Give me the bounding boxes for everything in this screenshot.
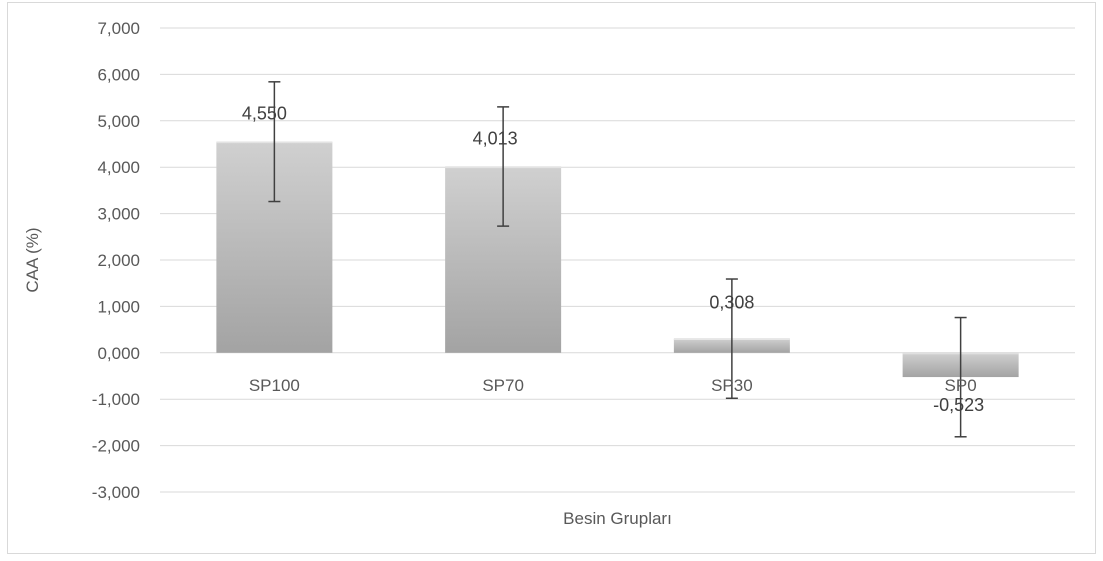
y-tick-label: -2,000 — [92, 437, 140, 456]
y-tick-label: 0,000 — [97, 344, 140, 363]
data-label: 4,013 — [473, 129, 518, 149]
x-axis-categories: SP100 SP70 SP30 SP0 — [249, 376, 977, 395]
x-category-label: SP0 — [945, 376, 977, 395]
error-bars — [268, 81, 967, 438]
y-tick-label: -1,000 — [92, 390, 140, 409]
y-tick-label: 2,000 — [97, 251, 140, 270]
y-axis-title: CAA (%) — [23, 227, 42, 292]
y-axis-ticks: 7,000 6,000 5,000 4,000 3,000 2,000 1,000 0,000… — [92, 19, 140, 502]
y-tick-label: 7,000 — [97, 19, 140, 38]
data-label: -0,523 — [933, 395, 984, 415]
y-tick-label: -3,000 — [92, 483, 140, 502]
y-tick-label: 5,000 — [97, 112, 140, 131]
y-tick-label: 3,000 — [97, 205, 140, 224]
data-labels: 4,550 4,013 0,308 -0,523 — [242, 104, 984, 415]
data-label: 4,550 — [242, 104, 287, 124]
y-tick-label: 4,000 — [97, 158, 140, 177]
y-tick-label: 1,000 — [97, 297, 140, 316]
data-label: 0,308 — [709, 293, 754, 313]
bar-series — [216, 141, 1019, 378]
x-axis-title: Besin Grupları — [563, 509, 672, 528]
x-category-label: SP30 — [711, 376, 753, 395]
x-category-label: SP70 — [482, 376, 524, 395]
y-tick-label: 6,000 — [97, 65, 140, 84]
x-category-label: SP100 — [249, 376, 300, 395]
gridlines — [160, 27, 1075, 493]
